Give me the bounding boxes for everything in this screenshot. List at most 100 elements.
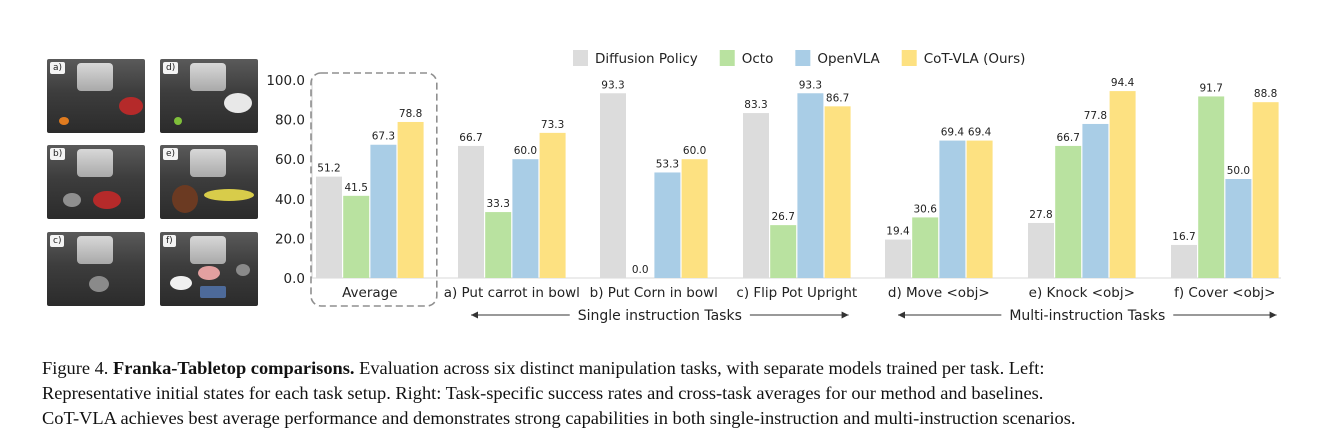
toy-object — [174, 117, 182, 125]
x-category-label: e) Knock <obj> — [1029, 285, 1135, 301]
bar — [1082, 123, 1109, 279]
bar — [1198, 96, 1225, 279]
legend-label: Octo — [742, 51, 774, 67]
bar-value-label: 51.2 — [317, 163, 340, 175]
legend-swatch — [901, 50, 917, 66]
y-tick-label: 100.0 — [266, 73, 305, 89]
pot-object — [63, 193, 81, 207]
bar — [397, 121, 424, 278]
legend-swatch — [573, 50, 588, 66]
bar — [512, 159, 539, 278]
bowl-object — [119, 97, 143, 115]
robot-arm — [77, 149, 113, 177]
thumbnail-label: f) — [163, 235, 176, 247]
group-arrowhead-left — [471, 311, 478, 319]
thumbnail-label: c) — [50, 235, 65, 247]
bar — [1252, 102, 1279, 279]
x-category-label: Average — [342, 285, 397, 301]
pot-object — [236, 264, 250, 276]
legend-label: OpenVLA — [817, 51, 880, 67]
bar-value-label: 73.3 — [541, 119, 564, 131]
bar-value-label: 27.8 — [1029, 209, 1052, 221]
thumbnail-b: b) — [47, 145, 145, 219]
task-group-label: Single instruction Tasks — [578, 308, 742, 324]
bowl-object — [93, 191, 121, 209]
bar — [654, 172, 681, 278]
x-category-label: a) Put carrot in bowl — [444, 285, 580, 301]
bar — [770, 225, 797, 278]
dinosaur-toy-object — [204, 189, 254, 201]
group-arrowhead-right — [1269, 311, 1277, 319]
average-highlight-box — [310, 72, 438, 307]
task-group-label: Multi-instruction Tasks — [1009, 308, 1165, 324]
bar-value-label: 30.6 — [914, 203, 938, 215]
bar-value-label: 69.4 — [968, 127, 992, 139]
bar-value-label: 93.3 — [799, 79, 822, 91]
thumbnail-a: a) — [47, 59, 145, 133]
thumbnail-c: c) — [47, 232, 145, 306]
group-arrowhead-right — [841, 311, 849, 319]
legend-swatch — [719, 50, 735, 66]
bar — [939, 140, 966, 278]
bar — [1028, 222, 1054, 278]
thumbnail-label: d) — [163, 62, 179, 74]
thumbnail-label: a) — [50, 62, 66, 74]
bar-value-label: 0.0 — [632, 264, 649, 276]
thumbnail-label: e) — [163, 148, 179, 160]
bar — [1171, 244, 1197, 278]
y-tick-label: 20.0 — [275, 231, 305, 247]
bar — [912, 217, 939, 278]
bar-value-label: 66.7 — [459, 132, 482, 144]
bar — [1109, 91, 1136, 278]
group-arrowhead-left — [898, 311, 905, 319]
bar-value-label: 91.7 — [1200, 82, 1223, 94]
bar-value-label: 50.0 — [1227, 165, 1250, 177]
bar — [600, 93, 626, 279]
y-tick-label: 60.0 — [275, 152, 305, 168]
bar — [797, 93, 824, 279]
bar-value-label: 77.8 — [1084, 110, 1107, 122]
bar — [539, 132, 566, 278]
bar — [824, 106, 851, 278]
figure-caption: Figure 4. Franka-Tabletop comparisons. E… — [42, 356, 1292, 431]
thumbnail-f: f) — [160, 232, 258, 306]
x-category-label: b) Put Corn in bowl — [590, 285, 718, 301]
task-thumbnails: a) d) b) e) c) f) — [0, 0, 258, 320]
bar-value-label: 94.4 — [1111, 77, 1135, 89]
bar-value-label: 66.7 — [1057, 132, 1080, 144]
bar — [458, 145, 484, 278]
bar-value-label: 67.3 — [372, 131, 395, 143]
thumbnail-e: e) — [160, 145, 258, 219]
bar — [743, 113, 769, 278]
bar — [966, 140, 993, 278]
y-tick-label: 80.0 — [275, 113, 305, 129]
bar — [316, 176, 342, 278]
bar — [681, 159, 708, 278]
legend-swatch — [795, 50, 811, 66]
bar-value-label: 60.0 — [683, 145, 706, 157]
bar-value-label: 26.7 — [772, 211, 795, 223]
bar — [485, 212, 512, 278]
caption-line-1-rest: Evaluation across six distinct manipulat… — [359, 358, 1045, 378]
robot-arm — [77, 236, 113, 264]
thumbnail-label: b) — [50, 148, 66, 160]
plate-object — [170, 276, 192, 290]
bar-value-label: 88.8 — [1254, 88, 1277, 100]
caption-prefix: Figure 4. — [42, 358, 109, 378]
bowl-object — [198, 266, 220, 280]
bar-value-label: 53.3 — [656, 158, 679, 170]
plush-toy-object — [172, 185, 198, 213]
y-tick-label: 0.0 — [284, 271, 305, 287]
thumbnail-d: d) — [160, 59, 258, 133]
x-category-label: f) Cover <obj> — [1174, 285, 1275, 301]
bar — [1055, 145, 1082, 278]
caption-bold-title: Franka-Tabletop comparisons. — [113, 358, 355, 378]
bar-value-label: 33.3 — [487, 198, 510, 210]
legend-label: CoT-VLA (Ours) — [924, 51, 1026, 67]
bar — [1225, 179, 1252, 278]
y-tick-label: 40.0 — [275, 192, 305, 208]
bar-value-label: 41.5 — [345, 182, 368, 194]
legend-label: Diffusion Policy — [595, 51, 698, 67]
bar-value-label: 78.8 — [399, 108, 422, 120]
x-category-label: c) Flip Pot Upright — [736, 285, 857, 301]
